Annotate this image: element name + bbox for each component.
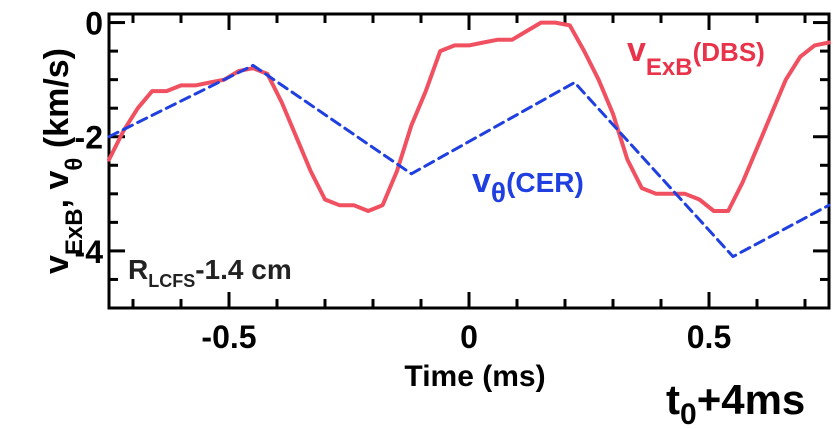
annotation-time-main: t bbox=[666, 376, 680, 423]
series-label-theta-tail: (CER) bbox=[506, 167, 584, 198]
y-axis-title-mid: , v bbox=[38, 170, 76, 208]
series-theta-cer bbox=[107, 63, 831, 259]
series-label-theta-main: v bbox=[472, 162, 491, 200]
annotation-radius: RLCFS-1.4 cm bbox=[128, 254, 292, 291]
y-axis-title-sub2: θ bbox=[61, 158, 88, 171]
annotation-radius-tail: -1.4 cm bbox=[195, 254, 292, 285]
series-label-exb-sub: ExB bbox=[646, 54, 693, 81]
x-tick-label: -0.5 bbox=[201, 319, 256, 355]
x-axis-title: Time (ms) bbox=[404, 360, 545, 393]
series-label-exb-tail: (DBS) bbox=[693, 37, 765, 67]
series-layer bbox=[107, 20, 831, 259]
y-axis-title: vExB, vθ (km/s) bbox=[38, 48, 88, 274]
y-tick-label: 0 bbox=[85, 6, 103, 42]
x-tick-label: 0.5 bbox=[687, 319, 731, 355]
y-axis-title-sub1: ExB bbox=[61, 208, 88, 255]
series-label-exb-main: v bbox=[627, 31, 646, 69]
tick-labels: -0.5 0 0.5 0 -2 -4 bbox=[75, 6, 732, 355]
series-label-theta: vθ(CER) bbox=[472, 162, 584, 208]
series-label-exb: vExB(DBS) bbox=[627, 31, 765, 81]
x-tick-label: 0 bbox=[460, 319, 478, 355]
tick-marks bbox=[109, 14, 829, 310]
annotation-time-sub: 0 bbox=[680, 398, 697, 429]
annotation-time: t0+4ms bbox=[666, 376, 805, 429]
annotation-radius-main: R bbox=[128, 254, 148, 285]
annotation-radius-sub: LCFS bbox=[148, 271, 195, 291]
y-axis-title-suffix: (km/s) bbox=[38, 48, 76, 158]
series-line bbox=[107, 63, 831, 259]
y-tick-label: -4 bbox=[75, 234, 104, 270]
series-label-theta-sub: θ bbox=[491, 177, 506, 208]
y-tick-label: -2 bbox=[75, 120, 103, 156]
annotation-time-tail: +4ms bbox=[697, 376, 806, 423]
y-axis-title-main: v bbox=[38, 255, 76, 274]
